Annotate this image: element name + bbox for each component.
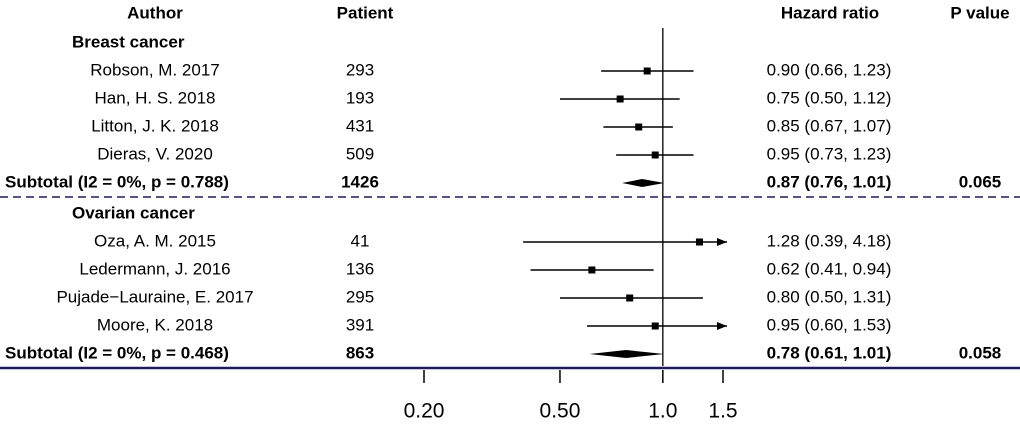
group-title: Ovarian cancer: [72, 203, 195, 222]
hr-label: 0.95 (0.73, 1.23): [767, 144, 892, 163]
hr-label: 0.90 (0.66, 1.23): [767, 60, 892, 79]
hr-point: [616, 95, 624, 103]
hr-label: 0.85 (0.67, 1.07): [767, 116, 892, 135]
author: Han, H. S. 2018: [95, 88, 216, 107]
header-author: Author: [127, 3, 183, 22]
hr-point: [643, 67, 651, 75]
patients: 509: [346, 144, 374, 163]
subtotal-label: Subtotal (I2 = 0%, p = 0.468): [5, 343, 229, 362]
hr-label: 0.75 (0.50, 1.12): [767, 88, 892, 107]
patients: 295: [346, 287, 374, 306]
x-tick-label: 0.20: [404, 400, 445, 423]
x-tick-label: 1.5: [708, 400, 737, 423]
hr-label: 1.28 (0.39, 4.18): [767, 231, 892, 250]
x-tick-label: 1.0: [648, 400, 677, 423]
hr-label: 0.62 (0.41, 0.94): [767, 259, 892, 278]
subtotal-p: 0.065: [959, 172, 1002, 191]
author: Oza, A. M. 2015: [94, 231, 216, 250]
subtotal-hr-label: 0.87 (0.76, 1.01): [767, 172, 892, 191]
patients: 41: [351, 231, 370, 250]
patients: 293: [346, 60, 374, 79]
header-p: P value: [950, 3, 1009, 22]
author: Moore, K. 2018: [97, 315, 213, 334]
hr-label: 0.80 (0.50, 1.31): [767, 287, 892, 306]
author: Dieras, V. 2020: [97, 144, 213, 163]
group-title: Breast cancer: [72, 32, 185, 51]
hr-point: [588, 266, 596, 274]
author: Litton, J. K. 2018: [91, 116, 219, 135]
patients: 136: [346, 259, 374, 278]
hr-point: [651, 151, 659, 159]
x-tick-label: 0.50: [540, 400, 581, 423]
author: Ledermann, J. 2016: [79, 259, 230, 278]
patients: 193: [346, 88, 374, 107]
hr-label: 0.95 (0.60, 1.53): [767, 315, 892, 334]
author: Robson, M. 2017: [90, 60, 219, 79]
subtotal-patients: 1426: [341, 172, 379, 191]
patients: 391: [346, 315, 374, 334]
hr-point: [626, 294, 634, 302]
subtotal-hr-label: 0.78 (0.61, 1.01): [767, 343, 892, 362]
hr-point: [651, 322, 659, 330]
ci-arrow: [717, 238, 727, 246]
author: Pujade−Lauraine, E. 2017: [56, 287, 253, 306]
subtotal-diamond: [622, 179, 665, 187]
subtotal-diamond: [589, 350, 665, 358]
subtotal-p: 0.058: [959, 343, 1002, 362]
hr-point: [695, 238, 703, 246]
ci-arrow: [717, 322, 727, 330]
hr-point: [635, 123, 643, 131]
header-hr: Hazard ratio: [781, 3, 879, 22]
header-patients: Patient: [337, 3, 394, 22]
subtotal-label: Subtotal (I2 = 0%, p = 0.788): [5, 172, 229, 191]
patients: 431: [346, 116, 374, 135]
subtotal-patients: 863: [346, 343, 374, 362]
